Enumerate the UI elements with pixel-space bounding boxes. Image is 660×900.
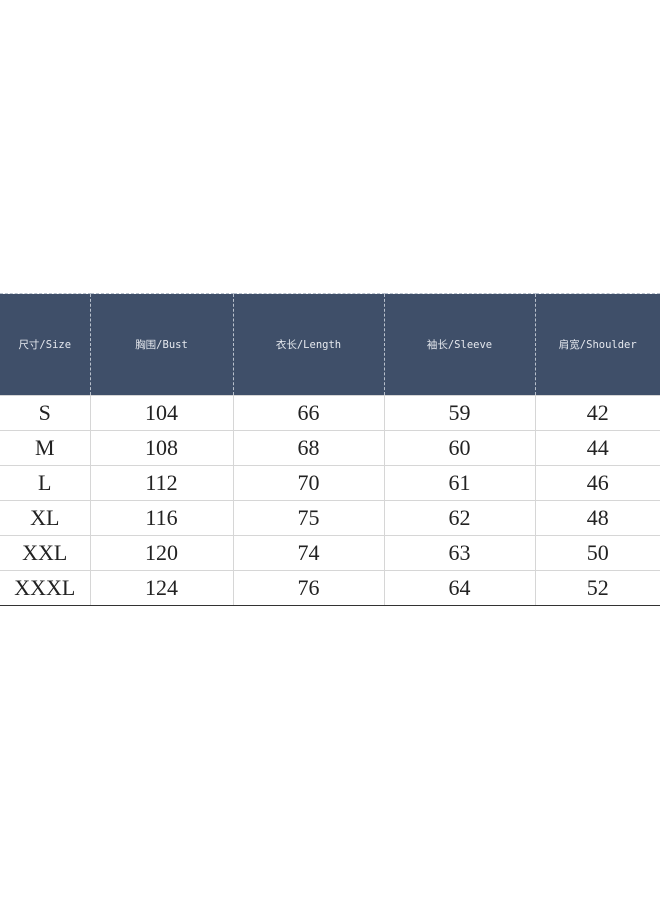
table-row: S 104 66 59 42 — [0, 395, 660, 431]
table-row: L 112 70 61 46 — [0, 465, 660, 501]
cell-bust: 120 — [89, 535, 233, 571]
cell-bust: 112 — [89, 465, 233, 501]
cell-size: XXXL — [0, 570, 90, 606]
cell-length: 70 — [232, 465, 384, 501]
header-size: 尺寸/Size — [0, 293, 90, 396]
table-row: XXXL 124 76 64 52 — [0, 570, 660, 606]
cell-shoulder: 46 — [534, 465, 660, 501]
cell-sleeve: 63 — [383, 535, 535, 571]
cell-length: 75 — [232, 500, 384, 536]
header-shoulder: 肩宽/Shoulder — [534, 293, 660, 396]
cell-length: 76 — [232, 570, 384, 606]
cell-length: 66 — [232, 395, 384, 431]
header-sleeve: 袖长/Sleeve — [383, 293, 535, 396]
cell-size: S — [0, 395, 90, 431]
cell-shoulder: 50 — [534, 535, 660, 571]
cell-bust: 108 — [89, 430, 233, 466]
cell-shoulder: 44 — [534, 430, 660, 466]
cell-sleeve: 61 — [383, 465, 535, 501]
cell-sleeve: 60 — [383, 430, 535, 466]
cell-size: XXL — [0, 535, 90, 571]
header-bust: 胸围/Bust — [89, 293, 233, 396]
cell-bust: 104 — [89, 395, 233, 431]
cell-size: XL — [0, 500, 90, 536]
table-row: XXL 120 74 63 50 — [0, 535, 660, 571]
cell-length: 68 — [232, 430, 384, 466]
cell-bust: 116 — [89, 500, 233, 536]
table-row: M 108 68 60 44 — [0, 430, 660, 466]
cell-size: L — [0, 465, 90, 501]
cell-sleeve: 59 — [383, 395, 535, 431]
size-chart-table: 尺寸/Size 胸围/Bust 衣长/Length 袖长/Sleeve 肩宽/S… — [0, 293, 660, 606]
cell-sleeve: 62 — [383, 500, 535, 536]
cell-size: M — [0, 430, 90, 466]
table-row: XL 116 75 62 48 — [0, 500, 660, 536]
header-row: 尺寸/Size 胸围/Bust 衣长/Length 袖长/Sleeve 肩宽/S… — [0, 293, 660, 396]
cell-shoulder: 42 — [534, 395, 660, 431]
cell-bust: 124 — [89, 570, 233, 606]
cell-sleeve: 64 — [383, 570, 535, 606]
cell-shoulder: 52 — [534, 570, 660, 606]
header-length: 衣长/Length — [232, 293, 384, 396]
cell-shoulder: 48 — [534, 500, 660, 536]
cell-length: 74 — [232, 535, 384, 571]
